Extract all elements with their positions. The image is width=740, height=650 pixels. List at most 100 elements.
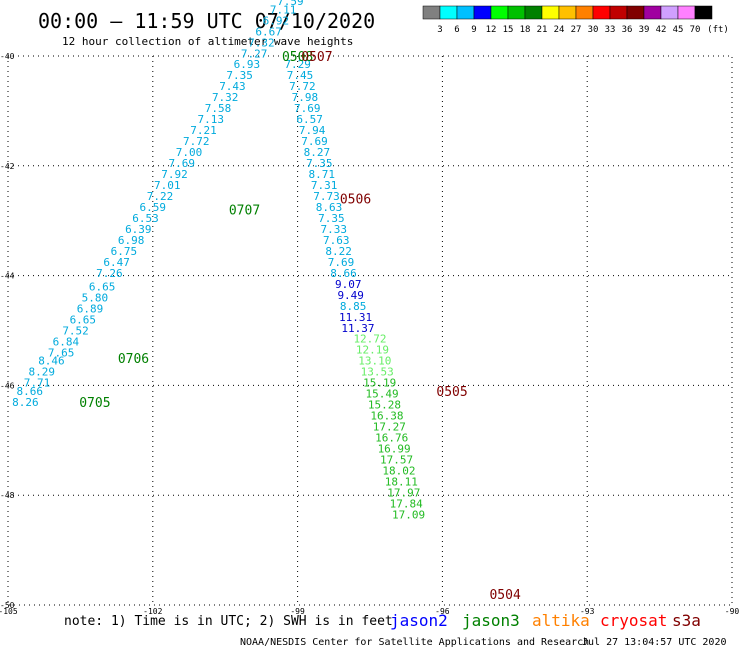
wave-height-point: 7.22 [147,190,174,203]
wave-height-point: 18.11 [385,475,418,488]
pass-time-label: 0705 [79,396,110,411]
footer-timestamp: Jul 27 13:04:57 UTC 2020 [582,637,727,648]
wave-height-point: 16.99 [378,443,411,456]
colorbar-label: 33 [605,25,616,35]
mission-legend: jason2 jason3 altika cryosat s3a [390,611,701,630]
wave-height-point: 17.57 [380,454,413,467]
colorbar-swatch [524,5,543,20]
wave-height-point: 7.58 [205,102,232,115]
wave-height-point: 8.66 [330,267,357,280]
wave-height-point: 11.37 [341,322,374,335]
wave-height-point: 12.72 [353,333,386,346]
wave-height-point: 9.49 [337,289,364,302]
colorbar-unit: (ft) [707,25,729,35]
colorbar-swatch [592,5,611,20]
wave-height-point: 7.69 [328,256,355,269]
wave-height-point: 6.65 [70,314,97,327]
footer-credit: NOAA/NESDIS Center for Satellite Applica… [240,637,589,648]
wave-height-point: 6.59 [140,201,167,214]
mission-label: jason2 [390,611,448,630]
wave-height-point: 11.31 [339,311,372,324]
wave-height-point: 7.45 [287,69,314,82]
colorbar-swatch [456,5,475,20]
colorbar-label: 27 [571,25,582,35]
colorbar-label: 45 [673,25,684,35]
wave-height-point: 7.31 [311,179,338,192]
wave-height-point: 6.92 [263,14,290,27]
colorbar-swatch [490,5,509,20]
y-tick-label: -48 [0,491,15,500]
colorbar-swatch [660,5,679,20]
wave-height-point: 7.65 [48,346,75,359]
colorbar-label: 15 [503,25,514,35]
wave-height-point: 7.27 [241,47,268,60]
colorbar-label: 12 [486,25,497,35]
colorbar-swatch [473,5,492,20]
wave-height-point: 15.49 [366,388,399,401]
wave-height-point: 7.35 [318,212,345,225]
mission-label: cryosat [600,611,667,630]
wave-height-point: 6.84 [53,335,80,348]
colorbar-label: 9 [471,25,476,35]
wave-height-point: 7.13 [197,113,224,126]
wave-height-point: 16.76 [375,432,408,445]
colorbar-swatch [575,5,594,20]
wave-height-point: 17.84 [390,497,423,510]
y-tick-label: -46 [0,381,15,390]
wave-height-point: 6.89 [77,303,104,316]
mission-label: altika [532,611,590,630]
wave-height-point: 7.92 [161,168,188,181]
wave-height-point: 13.10 [358,355,391,368]
y-tick-label: -44 [0,272,15,281]
x-tick-label: -90 [725,607,740,616]
pass-time-label: 0505 [436,385,467,400]
wave-height-point: 8.29 [29,366,56,379]
colorbar-swatch [609,5,628,20]
wave-height-point: 7.32 [248,36,275,49]
colorbar-swatch [694,5,713,20]
wave-height-point: 8.27 [304,146,331,159]
wave-height-point: 6.65 [89,281,116,294]
pass-time-label: 0507 [301,50,332,65]
wave-height-point: 7.71 [24,377,51,390]
colorbar-label: 6 [454,25,459,35]
colorbar-label: 39 [639,25,650,35]
colorbar-swatch [439,5,458,20]
x-tick-label: -102 [143,607,162,616]
colorbar-swatch [677,5,696,20]
wave-height-point: 15.19 [363,377,396,390]
footer-note: note: 1) Time is in UTC; 2) SWH is in fe… [64,614,393,629]
colorbar-swatch [541,5,560,20]
wave-height-point: 17.97 [387,486,420,499]
wave-height-point: 7.69 [169,157,196,170]
wave-height-point: 8.26 [12,396,39,409]
colorbar-label: 42 [656,25,667,35]
wave-height-point: 8.71 [308,168,335,181]
colorbar-swatch [626,5,645,20]
wave-height-point: 6.47 [103,256,130,269]
wave-height-point: 8.46 [38,355,65,368]
colorbar-label: 70 [690,25,701,35]
y-tick-label: -40 [0,52,15,61]
wave-height-point: 7.00 [176,146,203,159]
wave-height-point: 7.35 [226,69,253,82]
pass-time-label: 0504 [489,588,520,603]
wave-height-point: 18.02 [382,464,415,477]
wave-height-point: 7.21 [190,124,217,137]
chart-title: 00:00 – 11:59 UTC 07/10/2020 [38,9,375,33]
colorbar-swatch [558,5,577,20]
wave-height-point: 7.94 [299,124,326,137]
wave-height-point: 7.72 [183,135,210,148]
pass-time-label: 0508 [282,50,313,65]
wave-height-point: 15.28 [368,399,401,412]
wave-height-point: 7.69 [294,102,321,115]
wave-height-point: 7.98 [292,91,319,104]
x-tick-label: -93 [580,607,595,616]
wave-height-point: 6.53 [132,212,159,225]
wave-height-point: 8.22 [325,245,352,258]
mission-label: jason3 [462,611,520,630]
x-tick-label: -99 [290,607,305,616]
wave-height-point: 6.57 [296,113,323,126]
wave-height-point: 7.72 [289,80,316,93]
wave-height-point: 8.85 [340,300,367,313]
